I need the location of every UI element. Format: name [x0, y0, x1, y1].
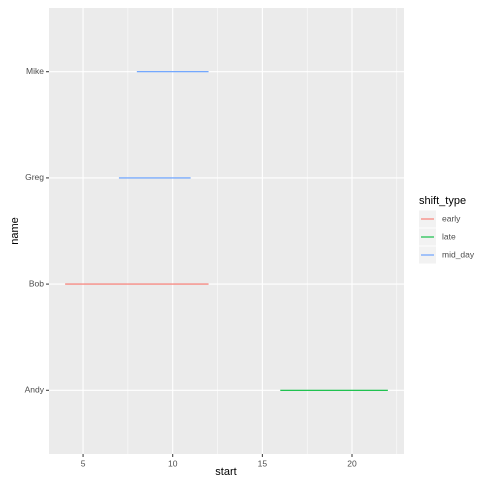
y-tick-label: Mike — [26, 66, 44, 76]
x-tick-label: 5 — [81, 458, 86, 468]
y-tick-label: Greg — [25, 172, 44, 182]
x-tick-label: 10 — [168, 458, 178, 468]
y-axis-title: name — [9, 217, 21, 245]
y-tick-label: Bob — [29, 278, 44, 288]
legend-label: mid_day — [442, 249, 475, 259]
legend-label: late — [442, 231, 456, 241]
x-tick-label: 20 — [347, 458, 357, 468]
legend-title: shift_type — [419, 195, 466, 207]
x-axis-title: start — [215, 466, 236, 478]
y-tick-label: Andy — [25, 385, 45, 395]
x-tick-label: 15 — [258, 458, 268, 468]
legend-label: early — [442, 213, 461, 223]
panel — [49, 8, 404, 454]
